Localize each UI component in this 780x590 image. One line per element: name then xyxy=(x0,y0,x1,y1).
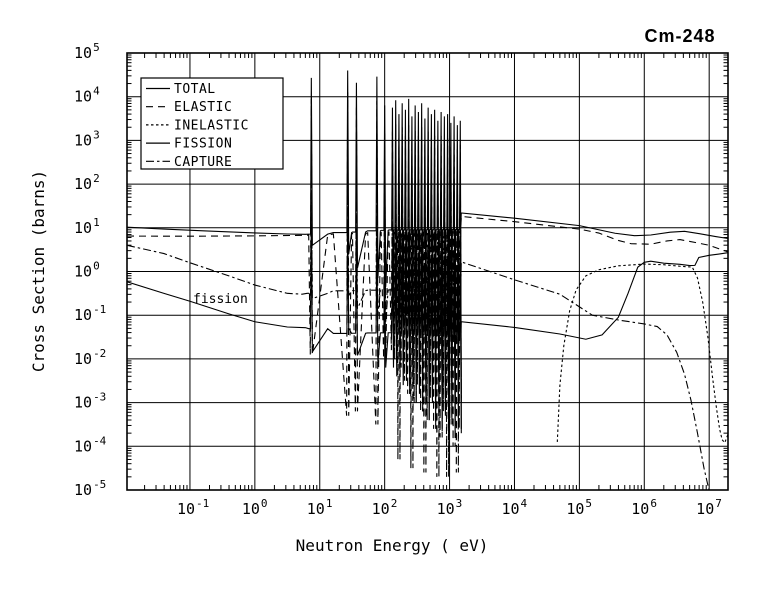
total-curve xyxy=(127,70,728,399)
legend-line-samples xyxy=(146,87,170,162)
x-axis-title: Neutron Energy ( eV) xyxy=(296,536,489,555)
y-tick-label-10e0: 100 xyxy=(74,260,100,281)
legend-label-elastic: ELASTIC xyxy=(174,100,232,115)
x-tick-label-10e5: 105 xyxy=(566,497,592,518)
legend-box xyxy=(140,77,284,170)
chart-title: Cm-248 xyxy=(644,26,715,46)
curves-layer xyxy=(127,70,728,490)
x-tick-label-10e7: 107 xyxy=(696,497,722,518)
y-axis-title: Cross Section (barns) xyxy=(29,170,48,372)
x-tick-label-10e-1: 10-1 xyxy=(177,497,209,518)
x-tick-label-10e0: 100 xyxy=(242,497,268,518)
y-tick-label-10e5: 105 xyxy=(74,41,100,62)
x-tick-label-10e1: 101 xyxy=(307,497,333,518)
legend-label-inelastic: INELASTIC xyxy=(174,118,249,133)
fission-annotation: fission xyxy=(193,292,248,307)
x-tick-label-10e2: 102 xyxy=(372,497,398,518)
legend-label-fission: FISSION xyxy=(174,137,232,152)
y-tick-label-10e-4: 10-4 xyxy=(74,434,107,455)
x-tick-label-10e4: 104 xyxy=(501,497,527,518)
y-tick-label-10e3: 103 xyxy=(74,128,100,149)
capture-curve xyxy=(127,164,710,490)
y-tick-label-10e-1: 10-1 xyxy=(74,303,106,324)
y-tick-label-10e-2: 10-2 xyxy=(74,347,106,368)
legend-label-capture: CAPTURE xyxy=(174,155,232,170)
plot-frame xyxy=(126,52,729,491)
axis-tick-labels: 10-1 100 101 102 103 104 105 106 107 105 104 103 102… xyxy=(74,41,722,518)
legend: TOTAL ELASTIC INELASTIC FISSION CAPTURE xyxy=(140,77,284,170)
fission-curve xyxy=(127,216,728,438)
x-tick-label-10e6: 106 xyxy=(631,497,657,518)
y-tick-label-10e4: 104 xyxy=(74,85,100,106)
legend-label-total: TOTAL xyxy=(174,82,216,97)
x-tick-label-10e3: 103 xyxy=(437,497,463,518)
y-tick-label-10e-3: 10-3 xyxy=(74,391,106,412)
y-tick-label-10e1: 101 xyxy=(74,216,100,237)
y-tick-label-10e-5: 10-5 xyxy=(74,478,106,499)
y-tick-label-10e2: 102 xyxy=(74,172,100,193)
